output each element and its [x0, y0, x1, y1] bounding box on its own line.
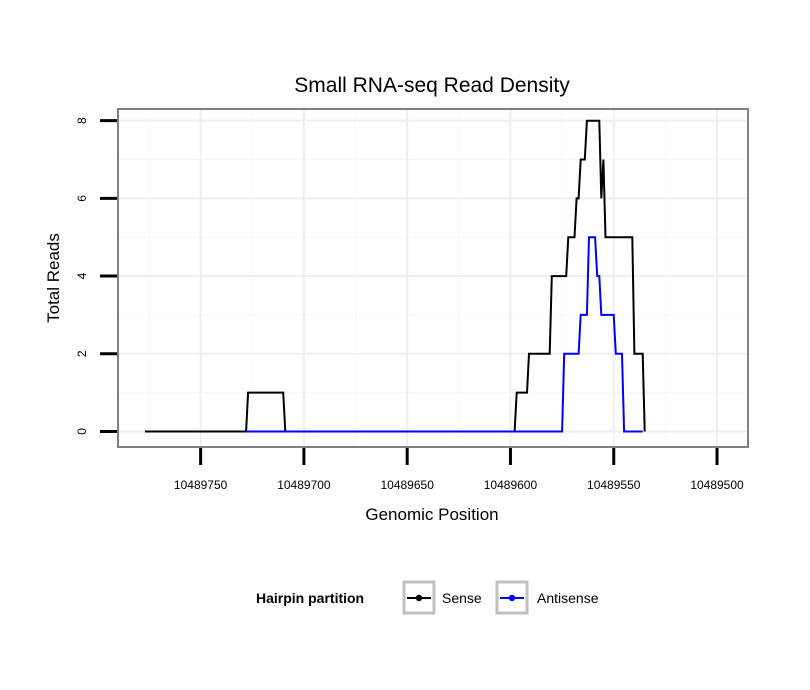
legend-label-sense: Sense — [442, 590, 482, 606]
x-tick-label: 10489750 — [174, 478, 228, 492]
x-tick-label: 10489500 — [690, 478, 744, 492]
legend-marker-antisense — [508, 594, 516, 602]
chart-title: Small RNA-seq Read Density — [294, 74, 570, 97]
x-axis-title: Genomic Position — [365, 505, 498, 524]
legend-marker-sense — [415, 594, 423, 602]
y-tick-label: 0 — [75, 428, 89, 435]
series-line-antisense — [246, 236, 643, 433]
legend-label-antisense: Antisense — [537, 590, 599, 606]
legend-item-antisense: Antisense — [495, 580, 599, 615]
y-axis: 0 2 4 6 8 — [75, 117, 117, 435]
y-tick-label: 8 — [75, 117, 89, 124]
x-tick-label: 10489700 — [277, 478, 331, 492]
x-axis: 10489750 10489700 10489650 10489600 10489550… — [174, 448, 744, 492]
plot-border — [117, 108, 749, 448]
grid-lines — [118, 109, 748, 447]
x-tick-label: 10489650 — [380, 478, 434, 492]
series-layer — [144, 119, 646, 433]
x-tick-label: 10489600 — [484, 478, 538, 492]
y-tick-label: 2 — [75, 350, 89, 357]
y-axis-title: Total Reads — [44, 233, 63, 323]
x-tick-label: 10489550 — [587, 478, 641, 492]
y-tick-label: 6 — [75, 195, 89, 202]
y-tick-label: 4 — [75, 272, 89, 279]
legend-title: Hairpin partition — [256, 590, 364, 606]
legend: Hairpin partition Sense Antisense — [256, 580, 599, 615]
legend-item-sense: Sense — [402, 580, 482, 615]
